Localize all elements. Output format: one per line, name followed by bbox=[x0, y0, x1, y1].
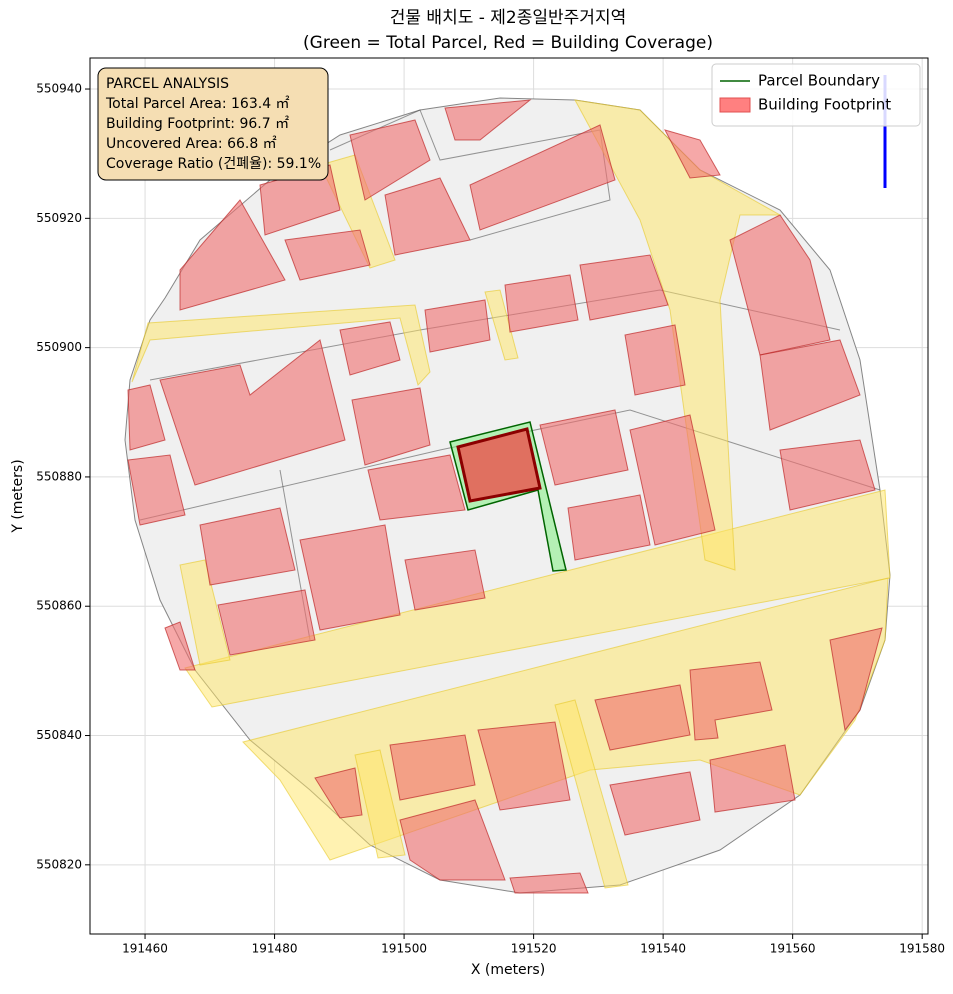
building bbox=[444, 99, 532, 141]
building bbox=[404, 549, 486, 611]
annotation-frame bbox=[97, 67, 329, 181]
building bbox=[389, 734, 476, 801]
building bbox=[349, 119, 431, 201]
parcel-lines bbox=[139, 409, 881, 521]
y-tick-label: 550840 bbox=[36, 728, 82, 742]
building bbox=[579, 254, 669, 321]
annotation-line: Total Parcel Area: 163.4 ㎡ bbox=[105, 96, 290, 112]
building bbox=[609, 771, 701, 836]
building bbox=[284, 229, 371, 281]
legend-frame bbox=[711, 63, 921, 127]
building bbox=[509, 872, 589, 894]
building bbox=[351, 387, 431, 466]
chart-title: 건물 배치도 - 제2종일반주거지역 bbox=[390, 8, 626, 28]
annotation-line: Building Footprint: 96.7 ㎡ bbox=[106, 116, 289, 132]
x-axis-label: X (meters) bbox=[471, 962, 545, 978]
road bbox=[484, 289, 519, 361]
y-tick-label: 550940 bbox=[36, 82, 82, 96]
building bbox=[624, 324, 686, 396]
annotation-line: Coverage Ratio (건폐율): 59.1% bbox=[106, 156, 321, 172]
chart-title: (Green = Total Parcel, Red = Building Co… bbox=[303, 33, 713, 53]
building bbox=[539, 409, 629, 486]
road bbox=[554, 699, 629, 889]
annotation-box: PARCEL ANALYSIS Total Parcel Area: 163.4 … bbox=[97, 67, 329, 181]
y-tick-label: 550900 bbox=[36, 340, 82, 354]
building bbox=[664, 129, 721, 179]
building bbox=[159, 339, 346, 486]
building bbox=[179, 199, 286, 311]
annotation-line: PARCEL ANALYSIS bbox=[106, 76, 229, 92]
y-tick-label: 550860 bbox=[36, 599, 82, 613]
parcel-lines bbox=[329, 109, 611, 241]
axes-frame bbox=[89, 57, 929, 935]
building bbox=[127, 384, 166, 451]
building bbox=[629, 414, 716, 546]
building bbox=[217, 589, 316, 656]
road bbox=[179, 559, 231, 666]
building bbox=[567, 494, 651, 561]
y-tick-label: 550880 bbox=[36, 469, 82, 483]
x-tick-label: 191580 bbox=[899, 942, 945, 956]
annotation-line: Uncovered Area: 66.8 ㎡ bbox=[106, 136, 277, 152]
legend: Parcel Boundary Building Footprint bbox=[711, 63, 921, 127]
building bbox=[779, 439, 876, 511]
x-tick-label: 191480 bbox=[252, 942, 298, 956]
building bbox=[729, 214, 831, 356]
building bbox=[399, 799, 506, 881]
x-tick-label: 191540 bbox=[640, 942, 686, 956]
building bbox=[689, 661, 773, 741]
y-tick-label: 550820 bbox=[36, 857, 82, 871]
road bbox=[131, 304, 431, 387]
building bbox=[709, 744, 796, 813]
building bbox=[829, 627, 883, 732]
y-axis-label: Y (meters) bbox=[10, 459, 26, 533]
building bbox=[477, 721, 571, 811]
x-tick-label: 191560 bbox=[770, 942, 816, 956]
building bbox=[469, 124, 616, 231]
building bbox=[504, 274, 579, 333]
building bbox=[594, 684, 691, 751]
building bbox=[384, 177, 471, 256]
building bbox=[299, 524, 401, 631]
legend-swatch bbox=[719, 97, 751, 113]
building bbox=[199, 507, 296, 586]
building bbox=[127, 454, 186, 526]
legend-label: Building Footprint bbox=[758, 96, 891, 114]
building bbox=[424, 299, 491, 353]
building bbox=[367, 454, 466, 521]
building bbox=[314, 767, 363, 819]
building bbox=[164, 621, 196, 671]
road bbox=[354, 749, 406, 859]
x-tick-label: 191500 bbox=[381, 942, 427, 956]
x-tick-label: 191520 bbox=[511, 942, 557, 956]
y-tick-label: 550920 bbox=[36, 211, 82, 225]
building bbox=[339, 321, 401, 376]
building bbox=[759, 339, 861, 431]
selected-building bbox=[456, 427, 542, 503]
map-layer bbox=[124, 75, 891, 894]
x-tick-label: 191460 bbox=[122, 942, 168, 956]
legend-label: Parcel Boundary bbox=[758, 72, 880, 90]
